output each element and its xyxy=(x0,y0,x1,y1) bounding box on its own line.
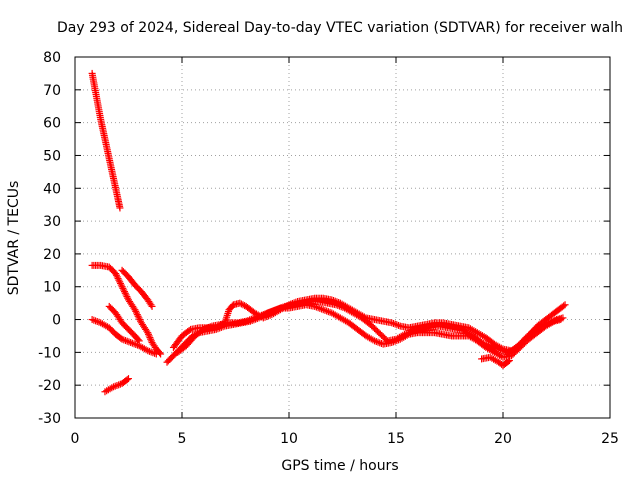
data-point xyxy=(259,308,274,319)
plot-frame xyxy=(74,56,611,419)
data-point xyxy=(319,306,334,316)
data-point xyxy=(148,302,156,310)
data-point xyxy=(144,347,159,357)
series-track-1 xyxy=(88,69,124,212)
data-point xyxy=(302,301,317,310)
data-point xyxy=(97,115,109,141)
axis-ticks: 0 5 10 15 20 25 -30 -20 -10 0 10 20 30 40 50 60 70 80 xyxy=(38,50,619,447)
series-track-5 xyxy=(88,316,160,358)
data-point xyxy=(388,319,403,329)
data-point xyxy=(413,321,428,330)
x-tick-label: 10 xyxy=(280,431,298,447)
data-point xyxy=(328,309,343,321)
data-point xyxy=(92,92,104,121)
x-tick-label: 5 xyxy=(178,431,187,447)
y-tick-label: -30 xyxy=(38,411,61,427)
data-point xyxy=(110,174,121,200)
x-tick-label: 25 xyxy=(601,431,619,447)
data-point xyxy=(225,302,236,314)
data-point xyxy=(362,332,377,344)
data-point xyxy=(542,318,557,330)
data-point xyxy=(396,331,411,343)
data-point xyxy=(388,336,403,347)
data-point xyxy=(88,316,103,326)
data-point xyxy=(251,311,266,322)
data-point xyxy=(105,155,117,181)
data-point xyxy=(418,324,433,333)
x-axis-label: GPS time / hours xyxy=(281,458,398,474)
series-track-4 xyxy=(105,302,143,345)
data-point xyxy=(405,322,420,332)
data-point xyxy=(375,329,390,344)
data-point xyxy=(97,261,112,271)
data-point xyxy=(112,270,125,289)
data-point xyxy=(561,301,569,309)
data-point xyxy=(311,302,326,313)
data-point xyxy=(336,314,351,326)
data-point xyxy=(178,326,193,340)
data-point xyxy=(144,296,155,309)
data-point xyxy=(148,339,159,351)
data-point xyxy=(137,288,151,302)
data-point xyxy=(144,329,155,345)
data-point xyxy=(191,326,206,340)
series-track-3 xyxy=(118,266,156,310)
data-point xyxy=(345,304,360,316)
y-tick-label: -10 xyxy=(38,345,61,361)
data-point xyxy=(328,296,343,306)
grid xyxy=(75,57,610,418)
data-point xyxy=(112,309,125,325)
chart-title: Day 293 of 2024, Sidereal Day-to-day VTE… xyxy=(57,20,623,36)
data-point xyxy=(112,330,125,342)
data-point xyxy=(116,204,124,212)
data-point xyxy=(499,352,514,361)
data-point xyxy=(353,309,368,321)
x-tick-label: 20 xyxy=(494,431,512,447)
y-tick-label: 10 xyxy=(43,280,61,296)
data-point xyxy=(118,283,132,302)
series-track-9 xyxy=(174,301,565,361)
data-point xyxy=(505,357,513,365)
data-point xyxy=(131,306,145,325)
x-tick-label: 15 xyxy=(387,431,405,447)
data-point xyxy=(379,339,394,348)
data-point xyxy=(88,69,100,98)
y-tick-label: -20 xyxy=(38,378,61,394)
data-point xyxy=(533,317,548,330)
y-tick-label: 70 xyxy=(43,83,61,99)
data-point xyxy=(268,305,283,315)
y-tick-label: 0 xyxy=(52,313,61,329)
data-point xyxy=(490,348,505,360)
data-point xyxy=(110,380,124,391)
y-tick-label: 20 xyxy=(43,247,61,263)
series-track-2 xyxy=(88,261,165,358)
data-point xyxy=(118,335,133,346)
y-tick-label: 80 xyxy=(43,50,61,66)
data-point xyxy=(482,343,497,355)
data-point xyxy=(473,337,488,350)
data-point xyxy=(101,135,113,161)
data-point xyxy=(460,327,475,339)
y-axis-label: SDTVAR / TECUs xyxy=(6,181,22,296)
y-tick-label: 40 xyxy=(43,181,61,197)
data-point xyxy=(557,316,565,324)
y-tick-label: 60 xyxy=(43,116,61,132)
x-tick-label: 0 xyxy=(71,431,80,447)
series-track-10 xyxy=(478,353,513,369)
data-points xyxy=(88,69,569,396)
y-tick-label: 30 xyxy=(43,214,61,230)
series-track-6 xyxy=(101,375,132,396)
data-point xyxy=(465,324,480,336)
y-tick-label: 50 xyxy=(43,148,61,164)
data-point xyxy=(208,321,223,330)
data-point xyxy=(127,339,141,349)
data-point xyxy=(101,384,116,396)
data-point xyxy=(169,333,185,351)
data-point xyxy=(152,350,160,358)
data-point xyxy=(125,375,132,383)
data-point xyxy=(242,315,257,325)
data-point xyxy=(199,323,214,333)
data-point xyxy=(234,318,248,327)
